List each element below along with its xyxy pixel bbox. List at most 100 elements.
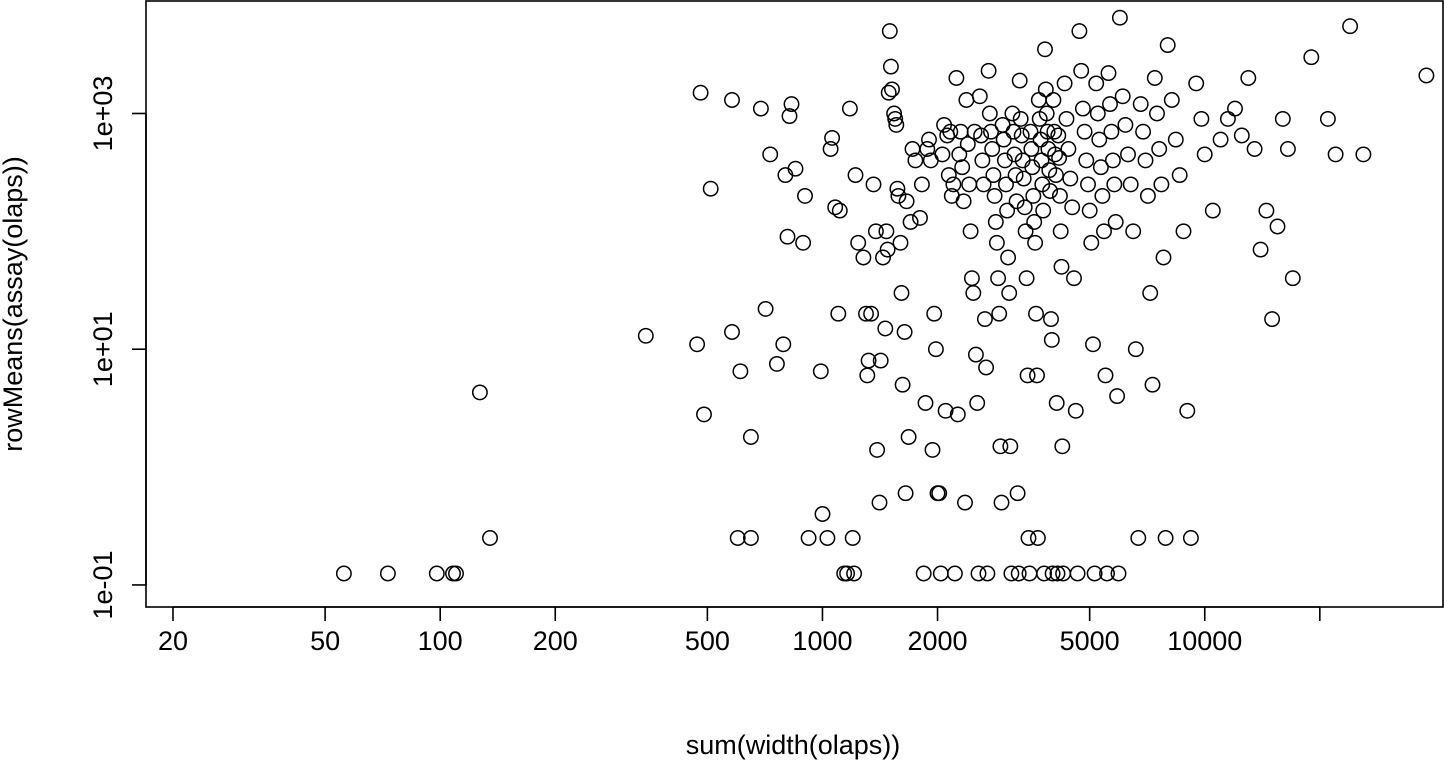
data-point [887, 110, 904, 127]
data-point [890, 187, 907, 204]
data-point [1071, 23, 1088, 40]
data-point [800, 530, 817, 546]
data-point [986, 187, 1003, 204]
data-point [1104, 152, 1121, 169]
data-point [955, 193, 972, 210]
data-point [860, 352, 877, 369]
data-point [978, 359, 995, 376]
data-point [1096, 223, 1112, 240]
data-point [1043, 311, 1059, 328]
data-point [1029, 367, 1045, 384]
data-point [1196, 146, 1213, 163]
data-point [886, 105, 903, 122]
data-point [732, 363, 749, 380]
data-point [1021, 565, 1038, 582]
data-point [1029, 530, 1046, 546]
data-point [1088, 75, 1105, 92]
data-point [970, 565, 987, 582]
data-point [830, 305, 847, 322]
data-point [1056, 75, 1073, 92]
data-point [1303, 49, 1320, 66]
x-tick-label: 50 [310, 626, 340, 656]
data-point [988, 234, 1005, 251]
data-point [1036, 565, 1053, 582]
data-point [1109, 388, 1126, 405]
data-point [768, 355, 785, 372]
data-point [1103, 123, 1120, 140]
y-tick-label: 1e-01 [88, 550, 118, 619]
data-point [893, 285, 910, 301]
x-axis-label: sum(width(olaps)) [686, 730, 901, 760]
data-point [949, 406, 966, 423]
data-point [781, 108, 798, 125]
data-point [742, 429, 759, 445]
data-point [1019, 367, 1036, 384]
data-point [1188, 75, 1205, 92]
x-tick-label: 10000 [1167, 626, 1242, 656]
data-point [1117, 116, 1134, 133]
x-tick-label: 5000 [1060, 626, 1120, 656]
data-point [762, 146, 779, 163]
data-point [1089, 105, 1106, 122]
data-point [951, 146, 968, 163]
data-point [855, 249, 872, 266]
data-point [471, 384, 488, 401]
data-point [1171, 167, 1188, 184]
data-point [1094, 187, 1111, 204]
data-point [1037, 41, 1053, 58]
data-point [1027, 234, 1044, 251]
data-point [858, 305, 874, 322]
x-axis: 20 50 100 200 500 1000 2000 5000 10000 [158, 606, 1321, 656]
data-point [995, 131, 1012, 148]
data-point [1012, 110, 1029, 127]
data-point [1060, 141, 1077, 157]
data-point [1081, 202, 1098, 219]
data-point [990, 270, 1007, 287]
data-point [1240, 70, 1257, 86]
data-point [1051, 149, 1068, 166]
data-point [1155, 249, 1172, 266]
data-point [379, 565, 396, 582]
data-point [1001, 285, 1018, 301]
data-point [1137, 152, 1154, 169]
data-point [850, 234, 867, 251]
x-tick-label: 2000 [908, 626, 968, 656]
data-point [919, 141, 936, 157]
data-point [777, 167, 794, 184]
data-point [724, 92, 740, 108]
data-point [752, 100, 769, 117]
data-point [880, 84, 897, 101]
data-point [1167, 131, 1184, 148]
data-point [991, 305, 1008, 322]
data-point [824, 129, 841, 146]
data-point [795, 234, 812, 251]
data-point [1086, 565, 1103, 582]
data-point [967, 346, 984, 363]
data-point [827, 199, 844, 216]
data-point [1013, 127, 1030, 144]
data-point [1026, 214, 1043, 230]
data-point [1319, 110, 1336, 127]
data-point [335, 565, 352, 582]
data-point [1022, 123, 1039, 140]
data-point [971, 88, 988, 105]
data-point [1000, 249, 1017, 266]
data-point [1179, 402, 1196, 419]
data-point [1035, 202, 1052, 219]
data-point [877, 320, 894, 337]
data-point [934, 146, 951, 163]
data-point [917, 395, 934, 411]
x-tick-label: 20 [158, 626, 188, 656]
data-point [1083, 234, 1100, 251]
data-point [1269, 218, 1286, 235]
data-point [1132, 96, 1149, 113]
data-point [973, 127, 990, 144]
data-point [1067, 402, 1084, 419]
data-point [696, 406, 712, 423]
data-point [1258, 202, 1275, 219]
data-point [1004, 105, 1021, 122]
data-point [1355, 146, 1372, 163]
data-point [1015, 170, 1032, 187]
data-point [1028, 305, 1044, 322]
data-point [1033, 152, 1050, 169]
